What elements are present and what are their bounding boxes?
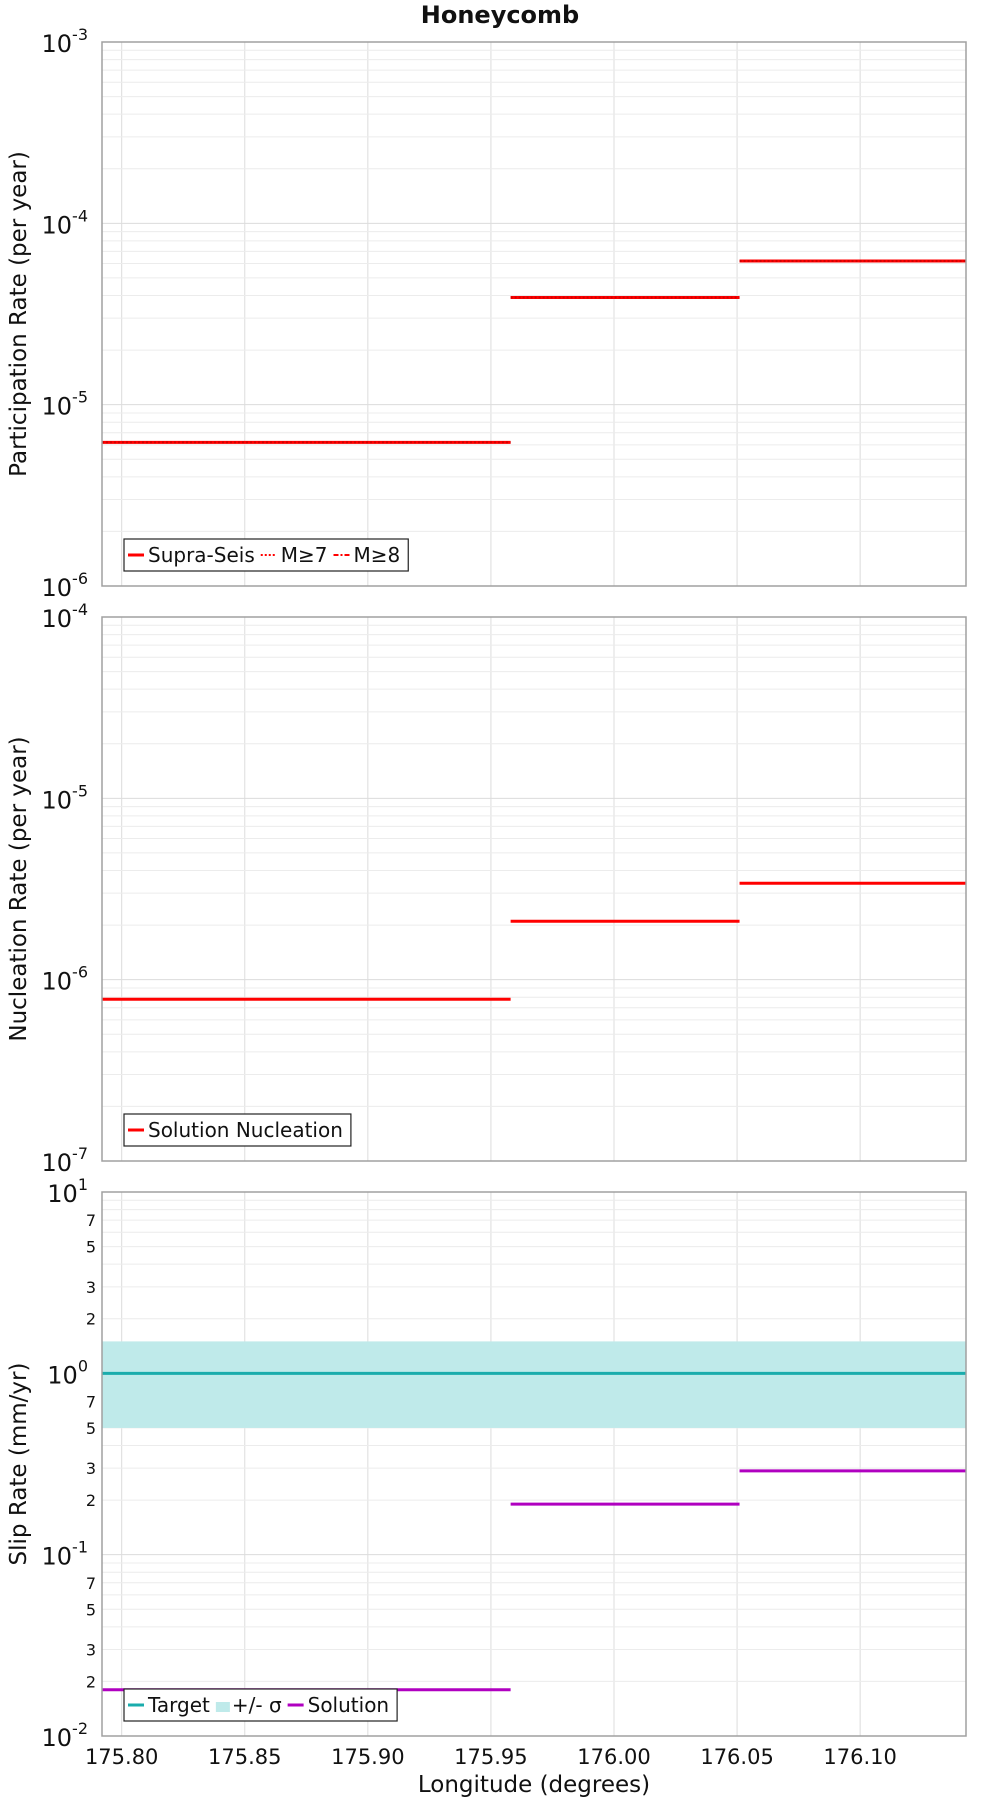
legend: Target +/- σ Solution [123, 1688, 398, 1722]
y-minor-tick-label: 3 [86, 1459, 96, 1478]
x-tick-label: 175.85 [208, 1745, 281, 1769]
y-minor-tick-label: 3 [86, 1640, 96, 1659]
legend-label: Target [147, 1693, 210, 1717]
y-minor-tick-label: 5 [86, 1600, 96, 1619]
x-tick-label: 176.05 [700, 1745, 773, 1769]
legend-swatch [215, 1702, 230, 1712]
plot-area-frame [101, 1191, 967, 1737]
y-tick-label: 10-6 [42, 569, 89, 602]
legend-label: Solution [308, 1693, 389, 1717]
y-minor-tick-label: 2 [86, 1491, 96, 1510]
legend: Supra-Seis M≥7 M≥8 [123, 538, 409, 572]
chart-panels: 10-6 10-5 10-4 10-3 Participation Rate (per … [6, 25, 967, 1798]
y-tick-label: 10-5 [42, 388, 89, 421]
y-axis-label: Participation Rate (per year) [6, 151, 32, 477]
y-tick-label: 10-3 [42, 25, 89, 58]
legend-box [123, 1113, 352, 1147]
x-tick-label: 176.10 [823, 1745, 896, 1769]
legend: Solution Nucleation [123, 1113, 352, 1147]
x-tick-label: 175.90 [331, 1745, 404, 1769]
panel-3: 10-2 10-1 100 101 2 3 5 7 2 3 5 7 2 3 5 7 Slip Rate (mm/… [6, 1175, 967, 1798]
sigma-band [102, 1341, 966, 1428]
panel-2: 10-7 10-6 10-5 10-4 Nucleation Rate (per yea… [6, 600, 967, 1177]
y-tick-label: 100 [47, 1356, 88, 1389]
y-minor-tick-label: 5 [86, 1419, 96, 1438]
y-axis-label: Slip Rate (mm/yr) [6, 1363, 32, 1566]
y-minor-tick-label: 7 [86, 1211, 96, 1230]
y-minor-tick-label: 2 [86, 1310, 96, 1329]
legend-label: Solution Nucleation [148, 1118, 343, 1142]
legend-box [123, 1688, 398, 1722]
y-axis-label: Nucleation Rate (per year) [6, 736, 32, 1041]
y-tick-label: 10-7 [42, 1144, 89, 1177]
y-tick-label: 10-4 [42, 600, 89, 633]
x-tick-label: 175.80 [85, 1745, 158, 1769]
legend-label: M≥8 [354, 543, 401, 567]
chart-title: Honeycomb [421, 1, 579, 29]
plot-area-frame [101, 616, 967, 1162]
y-minor-tick-label: 7 [86, 1574, 96, 1593]
x-tick-label: 175.95 [454, 1745, 527, 1769]
y-tick-label: 10-2 [42, 1719, 89, 1752]
x-tick-label: 176.00 [577, 1745, 650, 1769]
legend-label: +/- σ [232, 1693, 282, 1717]
legend-label: Supra-Seis [148, 543, 255, 567]
y-minor-tick-label: 7 [86, 1392, 96, 1411]
plot-area-frame [101, 41, 967, 587]
y-tick-label: 10-1 [42, 1538, 89, 1571]
y-tick-label: 10-4 [42, 206, 89, 239]
y-minor-tick-label: 5 [86, 1238, 96, 1257]
y-minor-tick-label: 2 [86, 1672, 96, 1691]
y-tick-label: 10-5 [42, 781, 89, 814]
x-axis-label: Longitude (degrees) [418, 1772, 650, 1798]
legend-label: M≥7 [281, 543, 328, 567]
panel-1: 10-6 10-5 10-4 10-3 Participation Rate (per … [6, 25, 967, 602]
y-tick-label: 10-6 [42, 963, 89, 996]
y-minor-tick-label: 3 [86, 1278, 96, 1297]
y-tick-label: 101 [47, 1175, 88, 1208]
